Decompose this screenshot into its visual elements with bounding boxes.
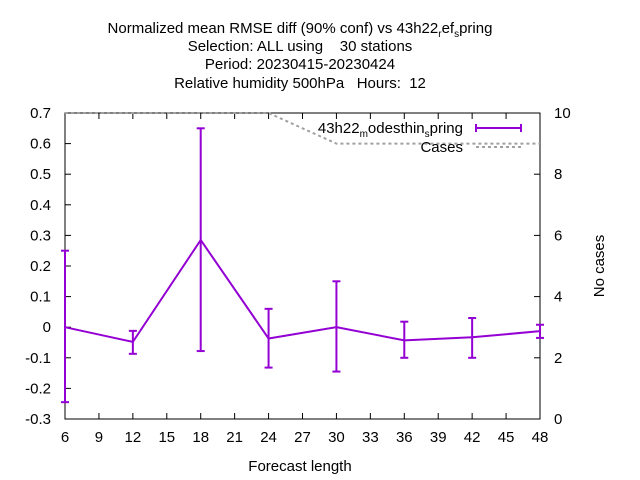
y-tick-label: 0.1 bbox=[30, 289, 51, 306]
y2-tick-label: 2 bbox=[554, 350, 562, 367]
y-tick-label: 0.3 bbox=[30, 227, 51, 244]
y-tick-label: -0.2 bbox=[25, 380, 51, 397]
x-tick-label: 15 bbox=[158, 429, 175, 446]
y-tick-label: -0.3 bbox=[25, 411, 51, 428]
chart-title-sub2: s bbox=[454, 29, 459, 40]
chart-title-suffix: pring bbox=[459, 20, 492, 37]
legend-series1-sub1: m bbox=[360, 129, 368, 140]
cases-layer bbox=[65, 112, 540, 145]
x-tick-label: 30 bbox=[328, 429, 345, 446]
y2-axis-label: No cases bbox=[591, 235, 608, 298]
y-tick-label: 0.4 bbox=[30, 197, 51, 214]
y2-tick-label: 0 bbox=[554, 411, 562, 428]
legend-series1-suffix: pring bbox=[430, 120, 463, 137]
legend-series1-prefix: 43h22 bbox=[318, 120, 360, 137]
plot-frame bbox=[64, 112, 541, 420]
y-tick-label: 0.5 bbox=[30, 166, 51, 183]
chart-title-mid: ef bbox=[442, 20, 455, 37]
y2-tick-label: 6 bbox=[554, 227, 562, 244]
legend: 43h22modesthinspring Cases bbox=[318, 120, 522, 156]
y2-tick-label: 4 bbox=[554, 289, 562, 306]
x-tick-label: 27 bbox=[294, 429, 311, 446]
x-axis-label: Forecast length bbox=[248, 458, 351, 475]
x-tick-label: 36 bbox=[396, 429, 413, 446]
series1-line bbox=[64, 238, 541, 344]
chart-title-sub1: r bbox=[438, 29, 442, 40]
y-tick-label: 0.7 bbox=[30, 105, 51, 122]
chart-title-prefix: Normalized mean RMSE diff (90% conf) vs … bbox=[108, 20, 439, 37]
series-layer bbox=[61, 127, 544, 404]
x-tick-label: 21 bbox=[226, 429, 243, 446]
x-tick-label: 33 bbox=[362, 429, 379, 446]
legend-label-series1: 43h22modesthinspring bbox=[318, 120, 463, 140]
ticks-layer: 6 9 12 15 18 21 24 27 30 33 36 39 42 45 48-0.3-0.2-0.1… bbox=[25, 105, 571, 446]
x-tick-label: 48 bbox=[532, 429, 549, 446]
y-tick-label: 0.6 bbox=[30, 136, 51, 153]
y-tick-label: -0.1 bbox=[25, 350, 51, 367]
y-tick-label: 0.2 bbox=[30, 258, 51, 275]
y2-tick-label: 8 bbox=[554, 166, 562, 183]
x-tick-label: 42 bbox=[464, 429, 481, 446]
y2-tick-label: 10 bbox=[554, 105, 571, 122]
x-tick-label: 6 bbox=[61, 429, 69, 446]
x-tick-label: 12 bbox=[125, 429, 142, 446]
y-tick-label: 0 bbox=[43, 319, 51, 336]
chart-subtitle-period: Period: 20230415-20230424 bbox=[205, 56, 395, 73]
chart-title: Normalized mean RMSE diff (90% conf) vs … bbox=[108, 20, 493, 40]
x-tick-label: 45 bbox=[498, 429, 515, 446]
x-tick-label: 39 bbox=[430, 429, 447, 446]
legend-label-cases: Cases bbox=[420, 139, 463, 156]
chart-subtitle-selection: Selection: ALL using 30 stations bbox=[188, 38, 413, 55]
chart-subtitle-parameter: Relative humidity 500hPa Hours: 12 bbox=[174, 75, 426, 92]
x-tick-label: 18 bbox=[192, 429, 209, 446]
cases-line bbox=[65, 112, 540, 145]
legend-series1-sub2: s bbox=[425, 129, 430, 140]
x-tick-label: 9 bbox=[95, 429, 103, 446]
legend-series1-mid: odesthin bbox=[368, 120, 425, 137]
x-tick-label: 24 bbox=[260, 429, 277, 446]
